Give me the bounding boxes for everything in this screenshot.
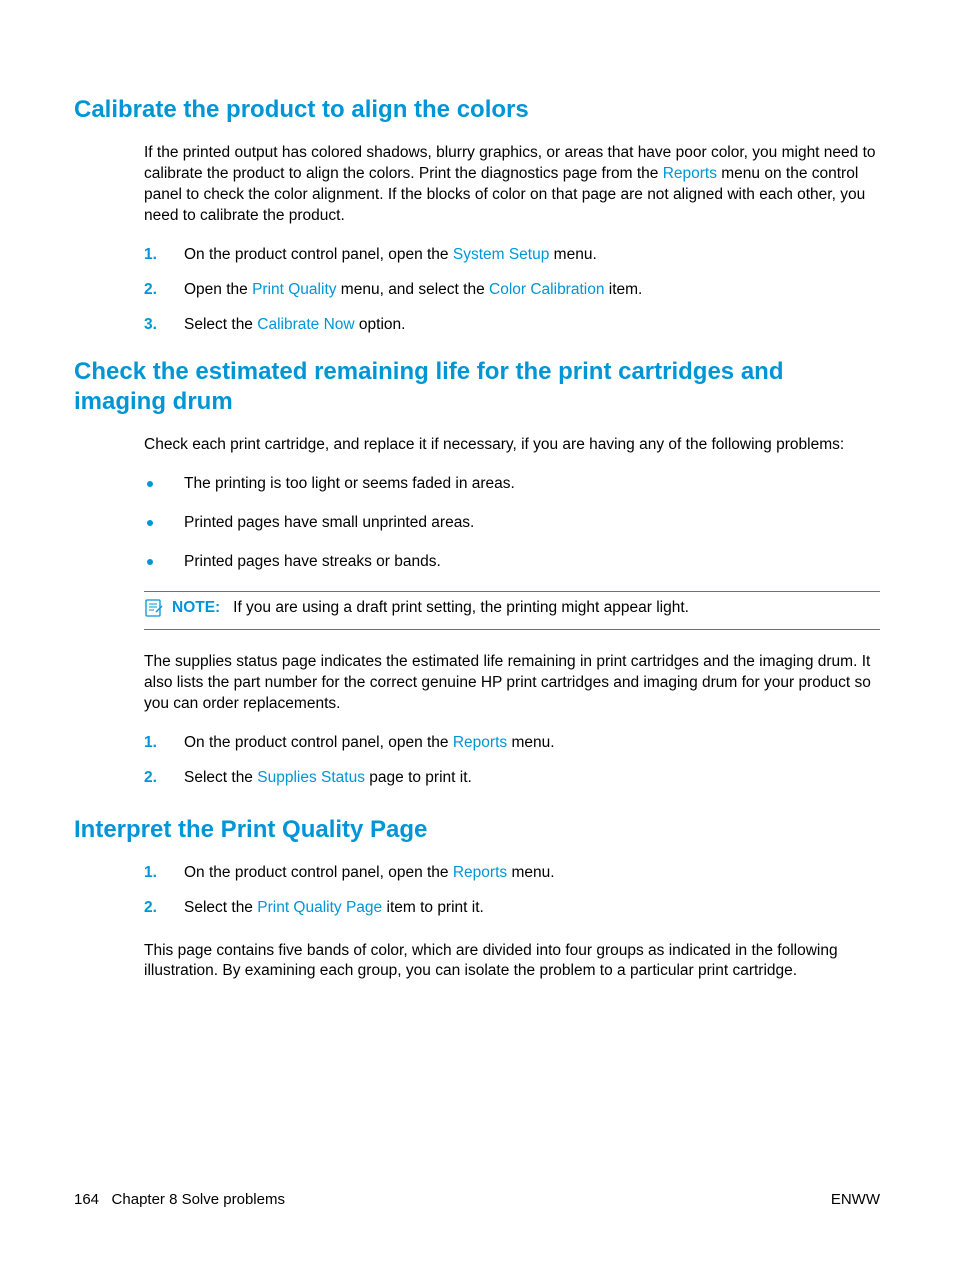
step-number: 2.: [144, 898, 157, 919]
text: Select the: [184, 769, 257, 786]
text: menu.: [507, 864, 554, 881]
footer-left: 164 Chapter 8 Solve problems: [74, 1190, 285, 1210]
bullet-icon: [147, 481, 153, 487]
term-reports: Reports: [453, 864, 507, 881]
page-number: 164: [74, 1191, 99, 1208]
term-print-quality-page: Print Quality Page: [257, 899, 382, 916]
bullet-icon: [147, 559, 153, 565]
text: On the product control panel, open the: [184, 246, 453, 263]
term-reports: Reports: [453, 734, 507, 751]
heading-calibrate: Calibrate the product to align the color…: [74, 95, 880, 125]
note-label: NOTE:: [172, 599, 220, 616]
step-number: 1.: [144, 733, 157, 754]
check-intro: Check each print cartridge, and replace …: [144, 435, 880, 456]
step-number: 2.: [144, 280, 157, 301]
text: item to print it.: [382, 899, 484, 916]
term-color-calibration: Color Calibration: [489, 281, 604, 298]
term-calibrate-now: Calibrate Now: [257, 316, 354, 333]
text: page to print it.: [365, 769, 472, 786]
text: Printed pages have small unprinted areas…: [184, 514, 474, 531]
supplies-steps: 1. On the product control panel, open th…: [144, 733, 880, 789]
text: menu.: [507, 734, 554, 751]
interpret-steps: 1. On the product control panel, open th…: [144, 863, 880, 919]
list-item: The printing is too light or seems faded…: [144, 474, 880, 495]
problem-bullets: The printing is too light or seems faded…: [144, 474, 880, 573]
list-item: 2. Select the Print Quality Page item to…: [144, 898, 880, 919]
term-system-setup: System Setup: [453, 246, 550, 263]
note-body: NOTE: If you are using a draft print set…: [144, 598, 880, 619]
interpret-para: This page contains five bands of color, …: [144, 941, 880, 983]
text: On the product control panel, open the: [184, 734, 453, 751]
text: Printed pages have streaks or bands.: [184, 553, 441, 570]
list-item: Printed pages have small unprinted areas…: [144, 513, 880, 534]
text: Select the: [184, 316, 257, 333]
list-item: 2. Open the Print Quality menu, and sele…: [144, 280, 880, 301]
list-item: 1. On the product control panel, open th…: [144, 863, 880, 884]
chapter-label: Chapter 8 Solve problems: [112, 1191, 285, 1208]
text: menu, and select the: [337, 281, 490, 298]
text: option.: [355, 316, 406, 333]
supplies-para: The supplies status page indicates the e…: [144, 652, 880, 715]
step-number: 1.: [144, 245, 157, 266]
text: On the product control panel, open the: [184, 864, 453, 881]
term-reports: Reports: [663, 165, 717, 182]
list-item: 1. On the product control panel, open th…: [144, 245, 880, 266]
heading-interpret: Interpret the Print Quality Page: [74, 815, 880, 845]
text: item.: [604, 281, 642, 298]
step-number: 3.: [144, 315, 157, 336]
note-icon: [144, 598, 164, 625]
calibrate-steps: 1. On the product control panel, open th…: [144, 245, 880, 336]
list-item: 1. On the product control panel, open th…: [144, 733, 880, 754]
list-item: 3. Select the Calibrate Now option.: [144, 315, 880, 336]
term-print-quality: Print Quality: [252, 281, 336, 298]
note-block: NOTE: If you are using a draft print set…: [144, 591, 880, 630]
note-text: If you are using a draft print setting, …: [233, 599, 689, 616]
term-supplies-status: Supplies Status: [257, 769, 365, 786]
text: menu.: [549, 246, 596, 263]
bullet-icon: [147, 520, 153, 526]
calibrate-intro: If the printed output has colored shadow…: [144, 143, 880, 227]
list-item: 2. Select the Supplies Status page to pr…: [144, 768, 880, 789]
step-number: 1.: [144, 863, 157, 884]
step-number: 2.: [144, 768, 157, 789]
text: Open the: [184, 281, 252, 298]
footer-right: ENWW: [831, 1190, 880, 1210]
list-item: Printed pages have streaks or bands.: [144, 552, 880, 573]
text: The printing is too light or seems faded…: [184, 475, 515, 492]
text: Select the: [184, 899, 257, 916]
page-footer: 164 Chapter 8 Solve problems ENWW: [74, 1190, 880, 1210]
heading-check-life: Check the estimated remaining life for t…: [74, 357, 880, 417]
